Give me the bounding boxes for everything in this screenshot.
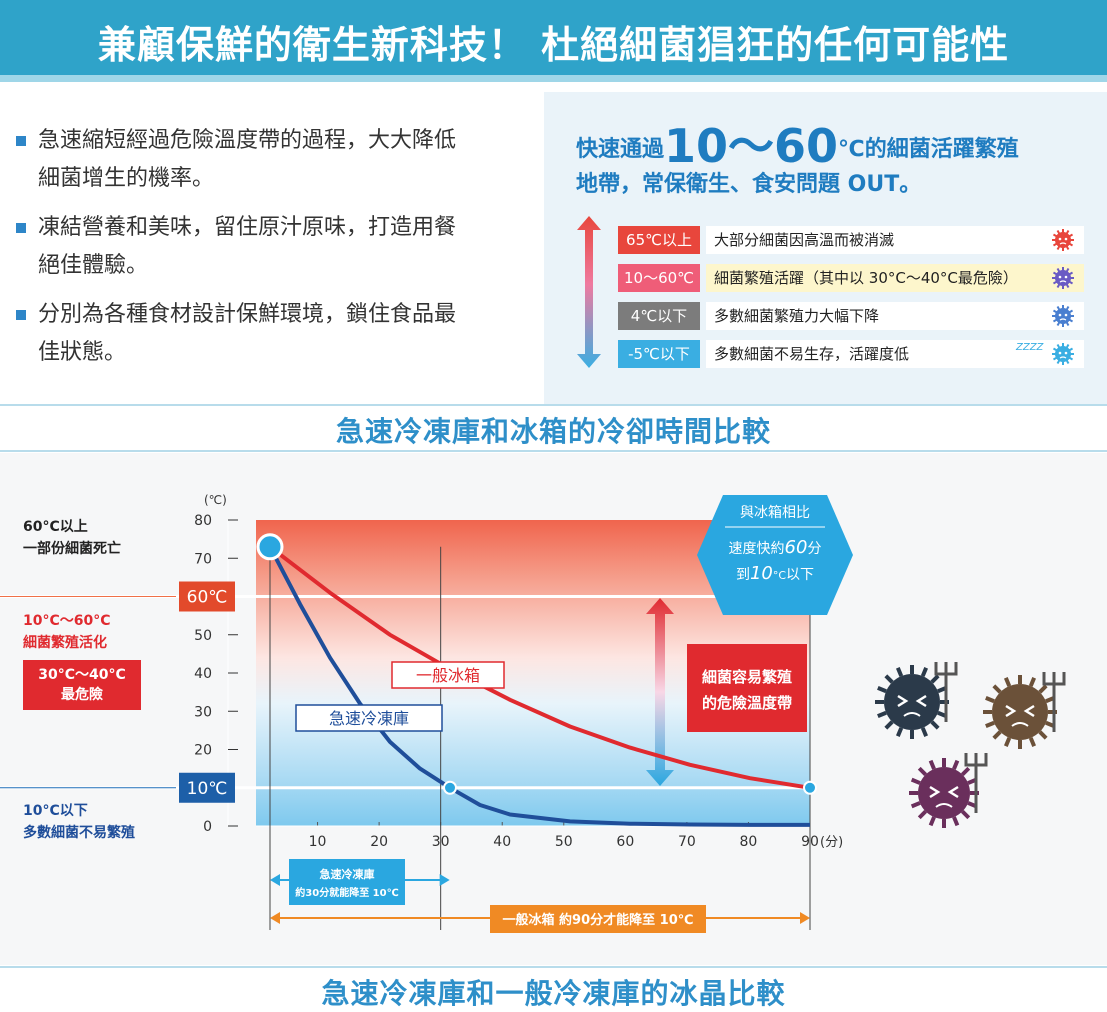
label-below-10: 10°C以下 多數細菌不易繁殖 — [23, 803, 135, 841]
feature-item: 分別為各種食材設計保鮮環境，鎖住食品最 佳狀態。 — [16, 296, 516, 372]
start-point-marker — [256, 533, 284, 561]
zone-panel-subtitle: 地帶，常保衛生、食安問題 OUT。 — [576, 172, 922, 197]
section-title-cooling: 急速冷凍庫和冰箱的冷卻時間比較 — [335, 415, 771, 448]
callout-title: 與冰箱相比 — [740, 505, 810, 521]
temperature-zone-panel: 快速通過10～60℃的細菌活躍繁殖 地帶，常保衛生、食安問題 OUT。 65℃以… — [544, 92, 1107, 404]
threshold-badge — [179, 581, 235, 612]
threshold-label: 10℃ — [187, 779, 228, 799]
feature-list: 急速縮短經過危險溫度帶的過程，大大降低 細菌增生的機率。 凍結營養和美味，留住原汁… — [16, 122, 516, 383]
label-10-60: 10°C～60°C 細菌繁殖活化 — [23, 613, 111, 651]
arrow-right-icon — [439, 874, 450, 886]
section-title-ice-crystal: 急速冷凍庫和一般冷凍庫的冰晶比較 — [321, 977, 786, 1010]
germ-icon — [909, 753, 988, 828]
germ-icon — [983, 672, 1066, 749]
zone-tag: -5℃以下 — [618, 340, 700, 368]
page-title: 兼顧保鮮的衛生新科技！ 杜絕細菌猖狂的任何可能性 — [97, 23, 1010, 67]
bullet-square-icon — [16, 223, 26, 233]
sleep-zzz: ZZZZ — [1016, 342, 1044, 353]
temperature-arrow-icon — [577, 216, 601, 368]
zone-tag: 65℃以上 — [618, 226, 700, 254]
y-tick-label: 20 — [194, 743, 212, 759]
germ-icon — [1052, 343, 1074, 365]
fast-span-box — [289, 859, 405, 905]
section-divider — [0, 404, 1107, 406]
arrow-left-icon — [270, 912, 280, 924]
x-tick-label: 40 — [493, 834, 511, 850]
germ-icon — [1052, 305, 1074, 327]
zone-description: 大部分細菌因高溫而被消滅 — [706, 226, 1084, 254]
feature-item: 凍結營養和美味，留住原汁原味，打造用餐 絕佳體驗。 — [16, 209, 516, 285]
callout-speed: 速度快約60分 — [729, 537, 822, 558]
x-tick-label: 50 — [555, 834, 573, 850]
danger-band-label: 細菌容易繁殖 — [702, 668, 792, 686]
x-tick-label: 60 — [616, 834, 634, 850]
bullet-square-icon — [16, 310, 26, 320]
x-tick-label: 80 — [740, 834, 758, 850]
feature-item: 急速縮短經過危險溫度帶的過程，大大降低 細菌增生的機率。 — [16, 122, 516, 198]
normal-span-box — [490, 905, 706, 933]
fridge-10c-marker — [803, 780, 817, 795]
section-divider — [0, 450, 1107, 452]
bullet-square-icon — [16, 136, 26, 146]
series-label-box — [391, 661, 505, 689]
blast-10c-marker — [443, 780, 457, 795]
x-axis-unit: (分) — [820, 835, 843, 850]
callout-target: 到10°C以下 — [736, 563, 814, 584]
y-tick-label: 0 — [203, 819, 212, 835]
zone-description: 多數細菌繁殖力大幅下降 — [706, 302, 1084, 330]
zone-description: 多數細菌不易生存，活躍度低 — [706, 340, 1084, 368]
x-tick-label: 20 — [370, 834, 388, 850]
y-tick-label: 70 — [194, 551, 212, 567]
y-tick-label: 40 — [194, 666, 212, 682]
fast-span-label: 急速冷凍庫 — [320, 867, 375, 881]
arrow-right-icon — [800, 912, 810, 924]
danger-band-label: 的危險溫度帶 — [702, 694, 792, 712]
threshold-badge — [179, 772, 235, 803]
germ-icon — [1052, 229, 1074, 251]
fast-span-label: 約30分就能降至 10℃ — [295, 886, 398, 899]
section-divider — [0, 966, 1107, 968]
y-axis-unit: (℃) — [204, 493, 227, 507]
y-tick-label: 50 — [194, 628, 212, 644]
germ-icon — [875, 662, 958, 739]
threshold-label: 60℃ — [187, 588, 228, 608]
series-label-box — [295, 704, 443, 732]
normal-span-label: 一般冰箱 約90分才能降至 10℃ — [503, 912, 694, 928]
series-line-fridge — [268, 545, 811, 790]
label-most-dangerous: 30°C～40°C 最危險 — [23, 660, 141, 710]
x-tick-label: 10 — [309, 834, 327, 850]
comparison-callout — [697, 495, 853, 615]
arrow-left-icon — [270, 874, 280, 886]
series-label: 急速冷凍庫 — [329, 709, 409, 728]
germ-icon — [1052, 267, 1074, 289]
label-above-60: 60°C以上 一部份細菌死亡 — [23, 519, 121, 557]
danger-band-box — [687, 644, 807, 732]
zone-description: 細菌繁殖活躍（其中以 30°C～40°C最危險） — [706, 264, 1084, 292]
series-line-blast-chiller — [268, 545, 810, 827]
zone-tag: 10～60℃ — [618, 264, 700, 292]
y-tick-label: 80 — [194, 513, 212, 529]
danger-band-arrow-icon — [646, 598, 674, 786]
series-label: 一般冰箱 — [416, 666, 480, 685]
zone-panel-title: 快速通過10～60℃的細菌活躍繁殖 — [576, 119, 1019, 173]
header-banner: 兼顧保鮮的衛生新科技！ 杜絕細菌猖狂的任何可能性 — [0, 0, 1107, 82]
y-tick-label: 30 — [194, 704, 212, 720]
x-tick-label: 70 — [678, 834, 696, 850]
zone-tag: 4℃以下 — [618, 302, 700, 330]
